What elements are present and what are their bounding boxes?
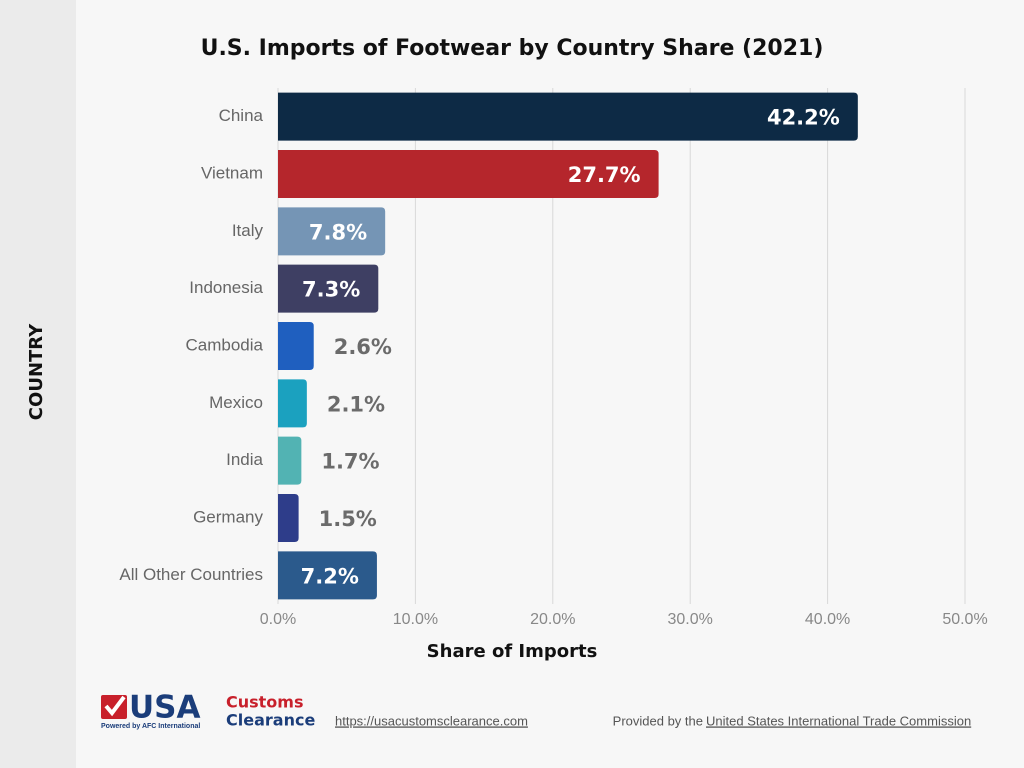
value-label: 1.7% <box>321 450 379 474</box>
bar <box>278 207 386 256</box>
y-tick-label: All Other Countries <box>119 565 263 584</box>
logo-bottom: Clearance <box>226 711 315 730</box>
x-tick-label: 40.0% <box>805 611 850 628</box>
credit-link[interactable]: United States International Trade Commis… <box>706 713 971 728</box>
y-tick-label: Germany <box>193 507 263 526</box>
x-tick-label: 0.0% <box>260 611 296 628</box>
value-label: 1.5% <box>319 507 377 531</box>
bar <box>278 551 377 600</box>
logo: USA Customs Clearance Powered by AFC Int… <box>101 690 315 730</box>
bar <box>278 264 379 313</box>
y-tick-label: Vietnam <box>201 163 263 182</box>
bar <box>278 92 858 141</box>
y-tick-label: Italy <box>232 221 264 240</box>
chart-title: U.S. Imports of Footwear by Country Shar… <box>201 36 824 61</box>
credit-prefix: Provided by the <box>613 713 703 728</box>
value-label: 27.7% <box>568 163 641 187</box>
y-tick-label: Cambodia <box>186 335 264 354</box>
logo-check <box>104 695 126 717</box>
value-label: 2.6% <box>334 335 392 359</box>
x-tick-label: 10.0% <box>393 611 438 628</box>
bar <box>278 150 659 198</box>
x-axis-label: Share of Imports <box>427 641 598 662</box>
value-label: 2.1% <box>327 392 385 416</box>
bar <box>278 322 314 370</box>
bar <box>278 436 302 485</box>
bar <box>278 379 307 428</box>
side-strip <box>0 0 76 768</box>
bar <box>278 494 299 542</box>
logo-main: USA <box>129 690 201 726</box>
url-link[interactable]: https://usacustomsclearance.com <box>335 713 528 728</box>
value-label: 7.3% <box>302 278 360 302</box>
x-tick-label: 30.0% <box>668 611 713 628</box>
y-tick-label: Mexico <box>209 393 263 412</box>
value-label: 42.2% <box>767 106 840 130</box>
x-tick-label: 20.0% <box>530 611 575 628</box>
y-tick-label: India <box>226 450 263 469</box>
y-axis-label: COUNTRY <box>26 323 47 420</box>
x-tick-label: 50.0% <box>942 611 987 628</box>
value-label: 7.8% <box>309 220 367 244</box>
y-tick-label: Indonesia <box>189 278 263 297</box>
value-label: 7.2% <box>301 564 359 588</box>
y-tick-label: China <box>219 106 264 125</box>
logo-tagline: Powered by AFC International <box>101 723 200 730</box>
logo-top: Customs <box>226 693 304 712</box>
